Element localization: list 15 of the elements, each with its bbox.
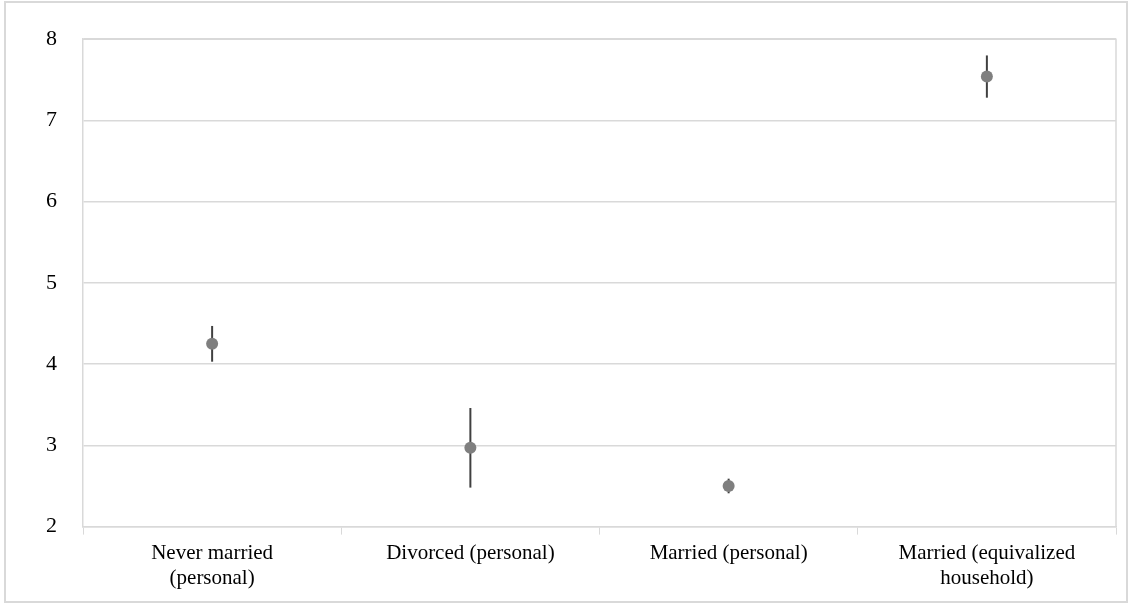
y-tick-label: 8 xyxy=(46,24,57,50)
x-tick-label: Divorced (personal) xyxy=(386,539,555,564)
y-tick-label: 5 xyxy=(46,268,57,294)
point xyxy=(722,479,735,492)
point xyxy=(206,337,219,350)
point xyxy=(464,441,477,454)
y-tick-label: 4 xyxy=(46,349,57,375)
y-tick-label: 6 xyxy=(46,187,57,213)
y-tick-label: 3 xyxy=(46,431,57,457)
y-tick-label: 7 xyxy=(46,106,57,132)
x-tick-label: Never married (personal) xyxy=(151,539,274,589)
y-tick-label: 2 xyxy=(46,512,57,538)
point xyxy=(980,70,993,83)
x-tick-label: Married (equivalized household) xyxy=(898,539,1076,589)
x-tick-label: Married (personal) xyxy=(649,539,808,564)
